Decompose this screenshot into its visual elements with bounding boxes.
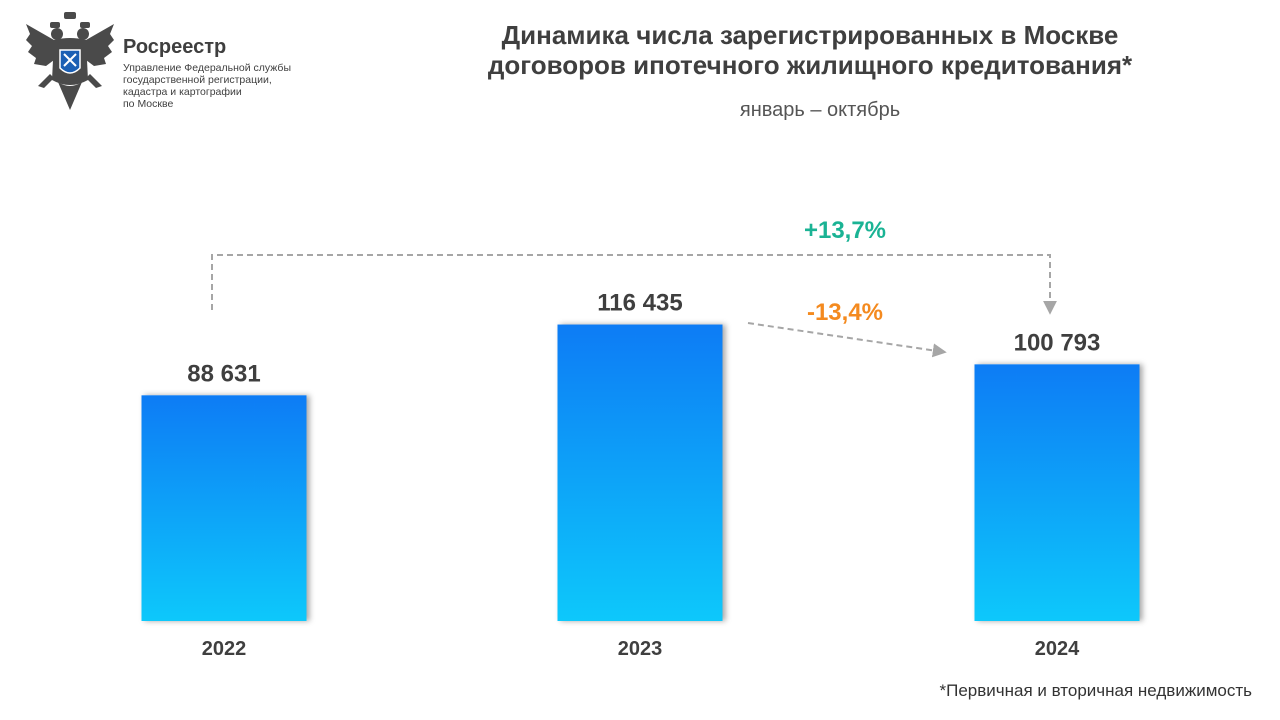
annotations-layer: +13,7% -13,4%	[211, 217, 1057, 358]
footnote: *Первичная и вторичная недвижимость	[939, 681, 1252, 700]
bar-2022	[141, 395, 307, 621]
logo-name: Росреестр	[123, 36, 227, 58]
logo-subtitle-line: кадастра и картографии	[123, 86, 242, 98]
logo-subtitle-line: по Москве	[123, 98, 174, 110]
logo-subtitle: Управление Федеральной службы государств…	[123, 62, 338, 110]
bars-layer	[141, 324, 1140, 621]
logo-subtitle-line: государственной регистрации,	[123, 74, 272, 86]
rosreestr-logo: Росреестр Управление Федеральной службы …	[24, 10, 324, 115]
change-label-negative: -13,4%	[807, 299, 883, 326]
x-tick-label: 2024	[1035, 638, 1080, 660]
logo-subtitle-line: Управление Федеральной службы	[123, 62, 291, 74]
eagle-emblem-icon	[26, 12, 114, 110]
chart-title-line-1: Динамика числа зарегистрированных в Моск…	[501, 20, 1119, 50]
change-label-positive: +13,7%	[804, 217, 886, 244]
chart-title-line-2: договоров ипотечного жилищного кредитова…	[487, 50, 1133, 80]
data-label: 116 435	[597, 290, 682, 317]
bar-2023	[557, 324, 723, 621]
chart-subtitle: январь – октябрь	[739, 99, 901, 121]
x-tick-label: 2023	[618, 638, 663, 660]
bar-2024	[974, 364, 1140, 621]
bracket-connector	[211, 254, 1057, 315]
labels-layer: 88 631 2022 116 435 2023 100 793 2024	[187, 290, 1100, 660]
data-label: 100 793	[1014, 329, 1101, 356]
arrow-connector	[747, 322, 947, 358]
x-tick-label: 2022	[202, 638, 247, 660]
chart-title: Динамика числа зарегистрированных в Моск…	[420, 20, 1200, 80]
data-label: 88 631	[187, 360, 260, 387]
